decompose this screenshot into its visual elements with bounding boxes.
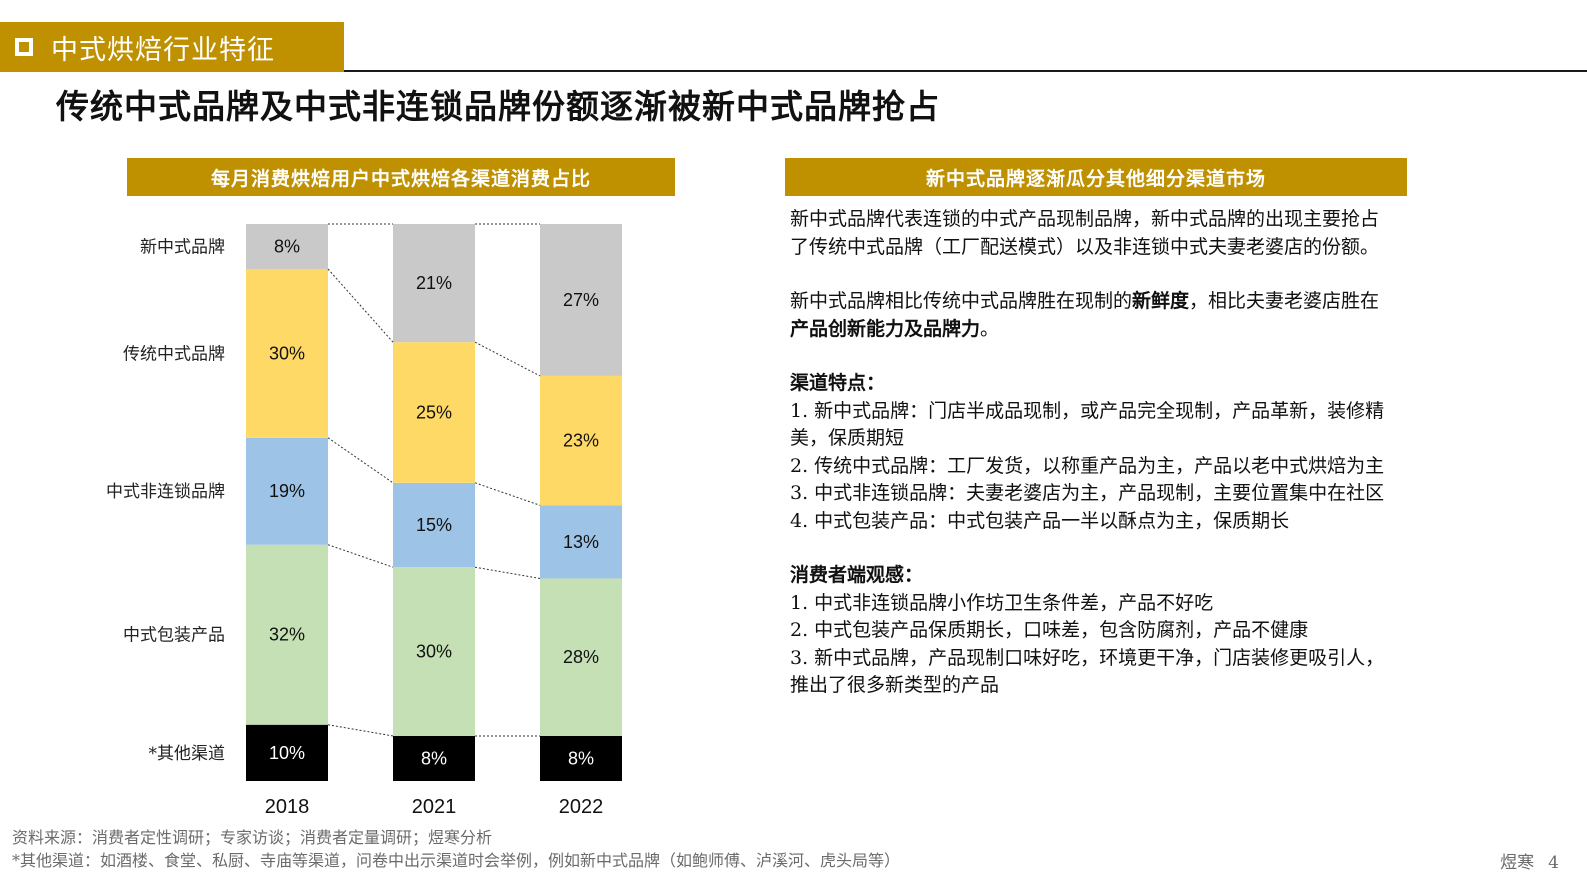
features-heading: 渠道特点： <box>790 372 886 394</box>
connector-line <box>327 544 394 568</box>
stacked-bar-chart: 10% 32% 19% 30% 8% 2018 8% 30% 15% 25% 21% 2021 8% 28… <box>106 223 622 818</box>
footnote-text: *其他渠道：如酒楼、食堂、私厨、寺庙等渠道，问卷中出示渠道时会举例，例如新中式品… <box>12 851 901 870</box>
data-label: 8% <box>568 748 594 768</box>
bar-segment <box>393 735 475 781</box>
data-label: 13% <box>563 532 599 552</box>
footer-brand-name: 煜寒 <box>1500 853 1535 873</box>
data-label: 28% <box>563 647 599 667</box>
bar-segment <box>540 578 622 736</box>
square-bullet-icon <box>15 38 33 56</box>
legend-label: *其他渠道 <box>149 744 226 764</box>
data-label: 25% <box>416 402 452 422</box>
comparison-text-2: ，相比夫妻老婆店胜在 <box>1189 290 1380 312</box>
bar-segment <box>246 269 328 438</box>
feature-item: 4. 中式包装产品：中式包装产品一半以酥点为主，保质期长 <box>790 509 1290 532</box>
feature-item: 2. 传统中式品牌：工厂发货，以称重产品为主，产品以老中式烘焙为主 <box>790 454 1385 477</box>
legend-label: 中式非连锁品牌 <box>106 482 225 502</box>
connector-line <box>327 724 394 737</box>
connector-line <box>327 268 394 343</box>
data-label: 8% <box>421 748 447 768</box>
connector-line <box>327 437 394 484</box>
intro-paragraph: 新中式品牌代表连锁的中式产品现制品牌，新中式品牌的出现主要抢占了传统中式品牌（工… <box>790 208 1380 258</box>
text-body: 新中式品牌代表连锁的中式产品现制品牌，新中式品牌的出现主要抢占了传统中式品牌（工… <box>790 206 1390 700</box>
consumer-heading: 消费者端观感： <box>790 564 924 586</box>
bar-segment <box>540 375 622 506</box>
data-label: 19% <box>269 481 305 501</box>
x-tick-label: 2021 <box>412 796 457 818</box>
comparison-text-3: 。 <box>980 317 1000 340</box>
feature-item: 3. 中式非连锁品牌：夫妻老婆店为主，产品现制，主要位置集中在社区 <box>790 482 1385 504</box>
data-label: 30% <box>269 343 305 363</box>
bar-segment <box>246 437 328 545</box>
bar-segment <box>540 505 622 579</box>
connector-line <box>474 566 541 579</box>
page-number: 4 <box>1548 853 1559 873</box>
source-note: 资料来源：消费者定性调研；专家访谈；消费者定量调研；煜寒分析 *其他渠道：如酒楼… <box>12 826 900 872</box>
data-label: 30% <box>416 642 452 662</box>
section-tab: 中式烘焙行业特征 <box>0 22 344 72</box>
data-label: 32% <box>269 625 305 645</box>
innovation-emphasis: 产品创新能力及品牌力 <box>790 317 981 340</box>
comparison-text-1: 新中式品牌相比传统中式品牌胜在现制的 <box>790 290 1133 312</box>
comparison-paragraph: 新中式品牌相比传统中式品牌胜在现制的新鲜度，相比夫妻老婆店胜在产品创新能力及品牌… <box>790 288 1390 343</box>
page-title: 传统中式品牌及中式非连锁品牌份额逐渐被新中式品牌抢占 <box>56 87 940 126</box>
bar-segment <box>246 224 328 270</box>
consumer-item: 1. 中式非连锁品牌小作坊卫生条件差，产品不好吃 <box>790 591 1214 614</box>
data-label: 10% <box>269 743 305 763</box>
freshness-emphasis: 新鲜度 <box>1132 290 1190 312</box>
legend-label: 新中式品牌 <box>140 238 225 258</box>
bar-segment <box>246 724 328 781</box>
section-label: 中式烘焙行业特征 <box>51 34 275 66</box>
bar-segment <box>540 735 622 781</box>
data-label: 8% <box>274 237 300 257</box>
legend-label: 中式包装产品 <box>123 626 225 646</box>
source-text: 资料来源：消费者定性调研；专家访谈；消费者定量调研；煜寒分析 <box>12 828 493 847</box>
consumer-item: 3. 新中式品牌，产品现制口味好吃，环境更干净，门店装修更吸引人，推出了很多新类… <box>790 646 1385 697</box>
data-label: 21% <box>416 273 452 293</box>
bar-segment <box>393 567 475 736</box>
header-rule <box>344 70 1587 72</box>
data-label: 27% <box>563 290 599 310</box>
x-tick-label: 2022 <box>559 796 604 818</box>
consumer-item: 2. 中式包装产品保质期长，口味差，包含防腐剂，产品不健康 <box>790 619 1309 641</box>
feature-item: 1. 新中式品牌：门店半成品现制，或产品完全现制，产品革新，装修精美，保质期短 <box>790 399 1385 450</box>
x-tick-label: 2018 <box>265 796 310 818</box>
bar-segment <box>540 224 622 376</box>
bar-segment <box>246 544 328 725</box>
bar-segment <box>393 224 475 343</box>
chart-header: 每月消费烘焙用户中式烘焙各渠道消费占比 <box>127 158 675 196</box>
data-label: 23% <box>563 431 599 451</box>
bar-segment <box>393 482 475 568</box>
text-header: 新中式品牌逐渐瓜分其他细分渠道市场 <box>785 158 1407 196</box>
connector-line <box>474 482 541 506</box>
footer: 煜寒 4 <box>1500 848 1559 873</box>
connector-line <box>474 341 541 377</box>
legend-label: 传统中式品牌 <box>123 344 225 364</box>
bar-segment <box>393 342 475 483</box>
data-label: 15% <box>416 515 452 535</box>
